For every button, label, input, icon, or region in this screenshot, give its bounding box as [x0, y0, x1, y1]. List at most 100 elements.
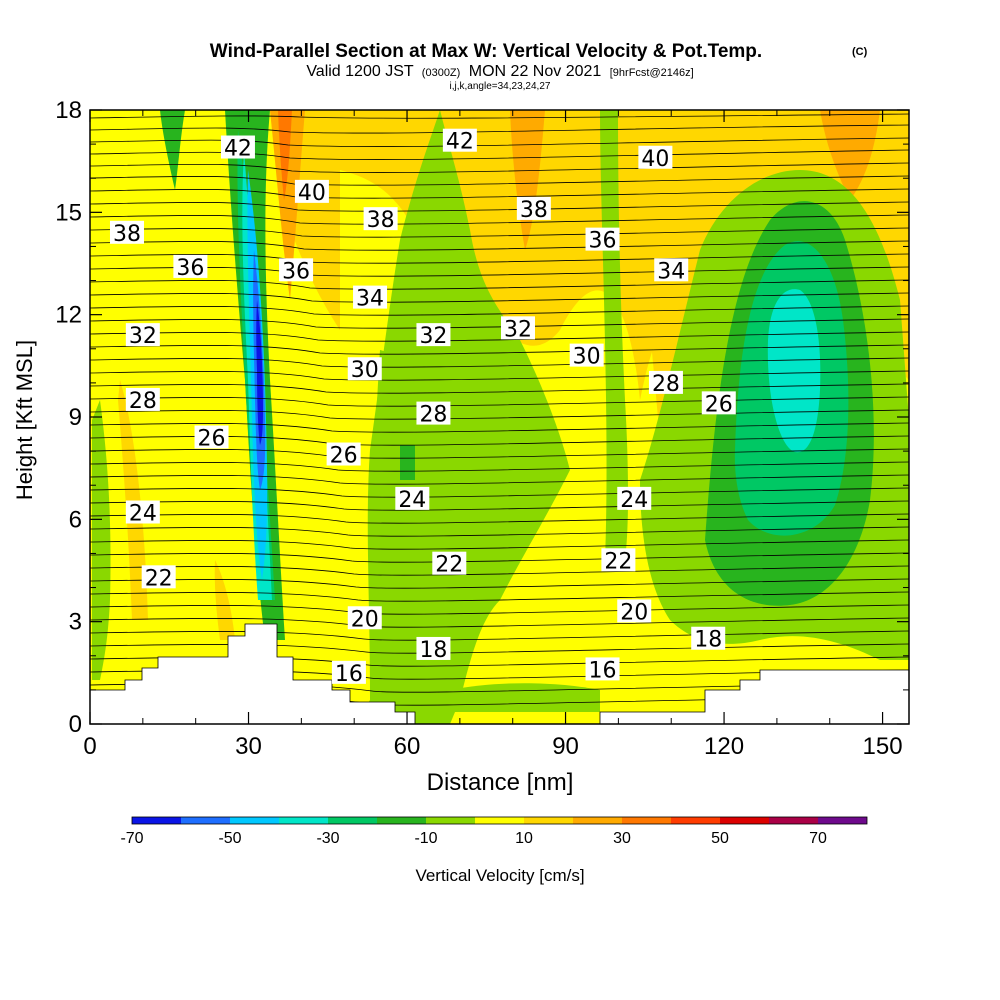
contour-label: 26: [330, 444, 358, 469]
chart-title: Wind-Parallel Section at Max W: Vertical…: [210, 41, 762, 62]
contour-label-box: [432, 551, 467, 575]
contour-label-box: [442, 128, 477, 152]
contour-label: 26: [705, 392, 733, 417]
colorbar-swatch: [377, 817, 426, 824]
colorbar-tick-label: 30: [613, 830, 631, 847]
contour-label-box: [585, 657, 620, 681]
subtitle-valid: Valid 1200 JST: [306, 63, 414, 80]
contour-label: 18: [419, 638, 447, 663]
contour-label: 38: [520, 198, 548, 223]
chart-params: i,j,k,angle=34,23,24,27: [450, 81, 551, 92]
contour-label: 16: [589, 658, 617, 683]
shading-neg10-bottom: [450, 683, 600, 712]
contour-label: 18: [694, 628, 722, 653]
contour-label-box: [141, 565, 176, 589]
terrain-2: [599, 669, 909, 724]
contour-label: 26: [198, 426, 226, 451]
contour-label: 24: [398, 488, 426, 513]
contour-label: 22: [435, 553, 463, 578]
colorbar-tick-label: -50: [218, 830, 241, 847]
contour-label: 30: [573, 345, 601, 370]
contour-label: 20: [620, 600, 648, 625]
contour-label-box: [353, 285, 388, 309]
colorbar-tick-label: 50: [711, 830, 729, 847]
shading-10-30-left: [118, 380, 148, 620]
shading-10-30-low: [214, 560, 235, 640]
contour-label-box: [416, 636, 451, 660]
contour-label: 22: [145, 566, 173, 591]
contour-label-box: [601, 548, 636, 572]
contour-label-box: [125, 387, 160, 411]
y-axis: 0 36 9 12 15 18: [55, 97, 909, 738]
y-tick-label: 18: [55, 97, 82, 124]
colorbar-swatch: [328, 817, 377, 824]
colorbar-frame: [131, 816, 868, 825]
contour-label: 32: [504, 317, 532, 342]
colorbar-swatch: [132, 817, 181, 824]
contour-label: 28: [129, 389, 157, 414]
x-tick-label: 90: [552, 733, 579, 760]
plot-area: 42 42 40 40 38 38 38 36 36 36 34 34 32 32 32 30 30 28 28 28…: [90, 110, 909, 724]
contour-label: 42: [224, 137, 252, 162]
subtitle-forecast: [9hrFcst@2146z]: [610, 67, 694, 79]
x-tick-label: 150: [863, 733, 903, 760]
shading-neg30-patch: [400, 445, 415, 480]
y-axis-label: Height [Kft MSL]: [12, 340, 37, 500]
contour-label: 32: [419, 324, 447, 349]
colorbar-swatch: [622, 817, 671, 824]
shading-neg10-strip2: [92, 400, 111, 680]
y-tick-label: 3: [69, 609, 82, 636]
contour-label-box: [569, 343, 604, 367]
contour-label-box: [279, 258, 314, 282]
chart-subtitle: Valid 1200 JST (0300Z) MON 22 Nov 2021 […: [306, 63, 693, 80]
contour-label: 22: [604, 549, 632, 574]
terrain: [90, 623, 416, 724]
contour-label-box: [173, 254, 208, 278]
contour-label: 34: [356, 287, 384, 312]
contour-label-box: [109, 220, 144, 244]
contour-label-box: [125, 500, 160, 524]
contour-label-box: [500, 316, 535, 340]
contour-label-box: [125, 323, 160, 347]
contour-label-box: [416, 323, 451, 347]
contour-label: 32: [129, 324, 157, 349]
y-tick-label: 12: [55, 302, 82, 329]
shading-30-50-d: [278, 110, 292, 200]
contour-label-box: [585, 227, 620, 251]
contour-label-box: [331, 660, 366, 684]
contour-label-box: [294, 179, 329, 203]
y-tick-label: 9: [69, 404, 82, 431]
shading-30-50-a: [270, 110, 305, 300]
shading-neg10-center2: [372, 350, 509, 724]
colorbar-tick-label: 10: [515, 830, 533, 847]
contour-label: 42: [446, 130, 474, 155]
contour-label-box: [617, 599, 652, 623]
contour-label-box: [194, 425, 229, 449]
x-tick-label: 30: [235, 733, 262, 760]
contour-label-box: [617, 486, 652, 510]
shading-neg10-strip1: [600, 110, 629, 560]
contour-label: 40: [641, 147, 669, 172]
contour-label: 40: [298, 181, 326, 206]
contour-label: 34: [657, 259, 685, 284]
y-tick-label: 15: [55, 199, 82, 226]
contour-labels: 42 42 40 40 38 38 38 36 36 36 34 34 32 32 32 30 30 28 28 28…: [109, 128, 736, 687]
contour-label-box: [701, 391, 736, 415]
contour-label: 36: [589, 229, 617, 254]
title-mark: (C): [852, 46, 868, 58]
colorbar-tick-label: -70: [120, 830, 143, 847]
contour-label: 38: [367, 208, 395, 233]
y-tick-label: 0: [69, 711, 82, 738]
colorbar-swatch: [524, 817, 573, 824]
colorbar-label: Vertical Velocity [cm/s]: [415, 866, 584, 885]
x-tick-label: 120: [704, 733, 744, 760]
contour-label: 20: [351, 607, 379, 632]
contour-label: 28: [652, 372, 680, 397]
contour-label-box: [395, 486, 430, 510]
contour-label-box: [363, 207, 398, 231]
contour-label-box: [347, 357, 382, 381]
colorbar-tick-label: -10: [414, 830, 437, 847]
colorbar-swatch: [426, 817, 475, 824]
x-tick-label: 0: [83, 733, 96, 760]
